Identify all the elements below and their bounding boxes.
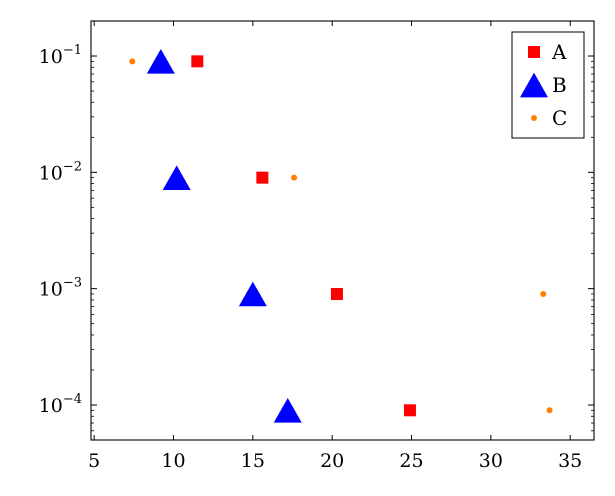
legend-label-c: C <box>552 106 567 130</box>
legend-label-a: A <box>551 40 567 64</box>
x-tick-label: 25 <box>399 450 423 472</box>
data-point-c <box>546 407 553 414</box>
y-tick-label: 10−1 <box>39 43 82 68</box>
x-tick-label: 30 <box>479 450 503 472</box>
y-tick-label: 10−2 <box>39 159 82 184</box>
data-point-c <box>129 58 136 65</box>
x-tick-label: 10 <box>161 450 185 472</box>
data-point-a <box>256 171 269 184</box>
data-point-a <box>403 404 416 417</box>
x-tick-label: 15 <box>241 450 265 472</box>
data-point-b <box>238 281 267 307</box>
legend-box <box>511 31 585 139</box>
data-point-b <box>273 397 302 423</box>
points-layer <box>129 49 553 423</box>
data-point-c <box>291 174 298 181</box>
y-tick-label: 10−4 <box>39 392 82 417</box>
data-point-c <box>540 290 547 297</box>
x-tick-label: 5 <box>88 450 100 472</box>
legend-marker-b <box>520 72 548 98</box>
legend-label-b: B <box>552 73 567 97</box>
x-tick-label: 20 <box>320 450 344 472</box>
legend: ABC <box>511 31 585 139</box>
y-tick-label: 10−3 <box>39 276 82 301</box>
data-point-a <box>191 55 204 68</box>
x-tick-label: 35 <box>558 450 582 472</box>
data-point-a <box>330 287 343 300</box>
ticks-layer: 5 10 15 20 25 30 35 10−1 10−2 10−3 10−4 <box>39 20 594 472</box>
plot-frame <box>90 20 595 441</box>
data-point-b <box>146 49 175 74</box>
data-point-b <box>162 165 191 190</box>
legend-marker-c <box>531 115 537 121</box>
legend-marker-a <box>528 46 540 58</box>
